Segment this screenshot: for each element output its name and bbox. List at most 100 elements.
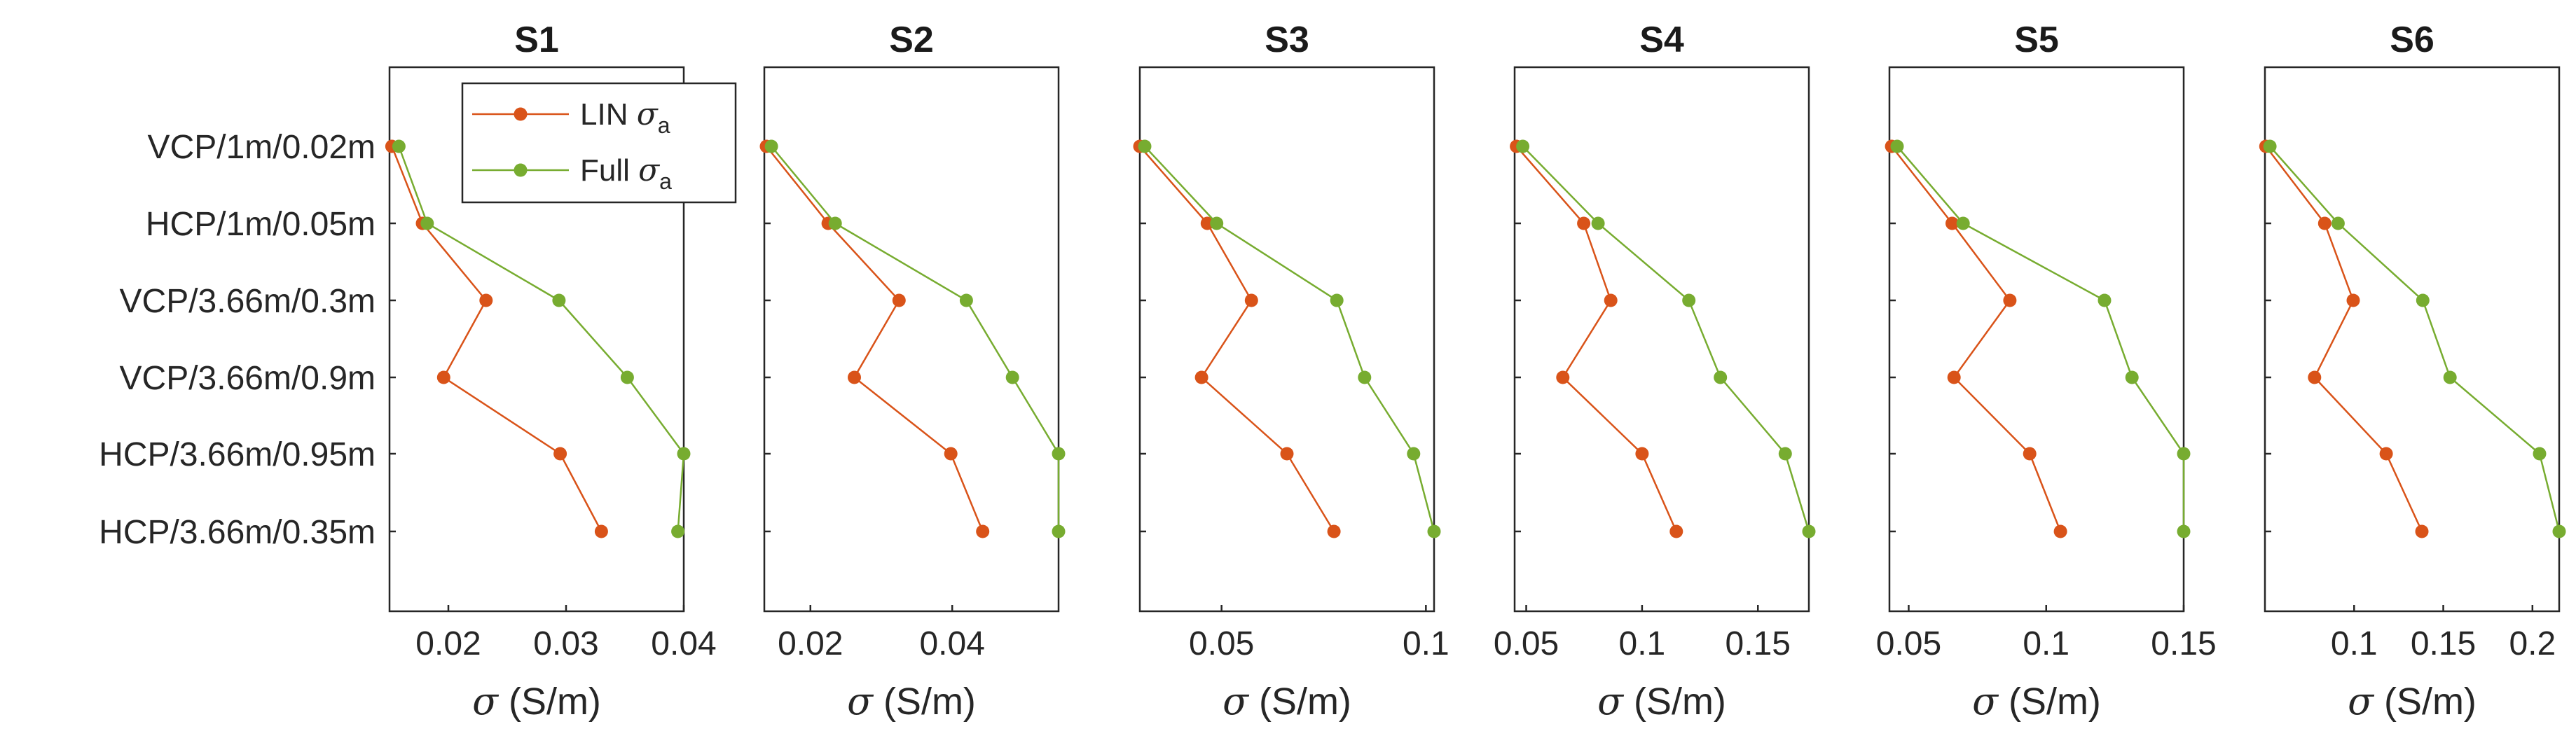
axes-box — [1513, 66, 1810, 613]
data-point-full — [1956, 216, 1970, 230]
x-tick-label: 0.05 — [1876, 625, 1941, 662]
x-tick-label: 0.03 — [533, 625, 598, 662]
y-tick-label-4: HCP/3.66m/0.95m — [99, 436, 376, 473]
x-tick-label: 0.04 — [919, 625, 984, 662]
axes-box — [1888, 66, 2185, 613]
axes-box — [763, 66, 1060, 613]
data-point-full — [1005, 370, 1019, 384]
x-tick-label: 0.05 — [1189, 625, 1254, 662]
data-point-lin — [2379, 447, 2393, 461]
data-point-lin — [2317, 216, 2332, 230]
data-point-full — [2552, 524, 2566, 538]
x-axis-label: σ (S/m) — [1222, 679, 1351, 723]
panel-title: S1 — [514, 20, 559, 60]
data-point-full — [1138, 139, 1152, 153]
data-point-lin — [2346, 293, 2360, 307]
data-point-lin — [1635, 447, 1649, 461]
panel-title: S4 — [1639, 20, 1684, 60]
data-point-full — [2331, 216, 2345, 230]
data-point-full — [2177, 524, 2191, 538]
x-tick-label: 0.2 — [2509, 625, 2556, 662]
data-point-full — [1890, 139, 1904, 153]
x-tick-label: 0.04 — [651, 625, 716, 662]
data-point-full — [677, 447, 691, 461]
data-point-full — [2098, 293, 2112, 307]
x-tick-label: 0.05 — [1494, 625, 1559, 662]
x-tick-label: 0.15 — [2411, 625, 2476, 662]
data-point-full — [1516, 139, 1530, 153]
data-point-lin — [2308, 370, 2322, 384]
y-tick-label-5: HCP/3.66m/0.35m — [99, 514, 376, 551]
series-line-lin — [1139, 146, 1335, 532]
x-tick-label: 0.1 — [1403, 625, 1449, 662]
series-line-full — [1522, 146, 1810, 532]
series-line-lin — [1891, 146, 2062, 532]
data-point-full — [828, 216, 842, 230]
data-point-full — [2263, 139, 2277, 153]
data-point-full — [1682, 293, 1696, 307]
panel-title: S6 — [2390, 20, 2434, 60]
legend-marker-full — [514, 163, 528, 177]
series-line-full — [1144, 146, 1435, 532]
data-point-lin — [553, 447, 567, 461]
data-point-lin — [2415, 524, 2429, 538]
x-tick-label: 0.1 — [1619, 625, 1666, 662]
data-point-full — [1407, 447, 1421, 461]
data-point-full — [1591, 216, 1605, 230]
data-point-full — [420, 216, 434, 230]
x-tick-label: 0.1 — [2023, 625, 2069, 662]
data-point-full — [1330, 293, 1344, 307]
data-point-lin — [1327, 524, 1341, 538]
panel-s2: 0.02 0.04 S2 σ (S/m) — [759, 20, 1066, 723]
series-line-lin — [2265, 146, 2423, 532]
data-point-full — [959, 293, 973, 307]
data-point-lin — [1280, 447, 1294, 461]
panel-s6: 0.1 0.15 0.2 S6 σ (S/m) — [2259, 20, 2566, 723]
x-tick-label: 0.02 — [778, 625, 843, 662]
x-tick-label: 0.02 — [415, 625, 481, 662]
data-point-full — [1427, 524, 1441, 538]
data-point-full — [1210, 216, 1224, 230]
series-line-full — [398, 146, 685, 532]
data-point-full — [1714, 370, 1728, 384]
data-point-full — [764, 139, 778, 153]
x-axis-label: σ (S/m) — [847, 679, 976, 723]
y-tick-label-1: HCP/1m/0.05m — [146, 206, 376, 243]
panel-s4: 0.05 0.1 0.15 S4 σ (S/m) — [1494, 20, 1816, 723]
data-point-full — [552, 293, 566, 307]
series-line-full — [771, 146, 1060, 531]
data-point-lin — [1669, 524, 1683, 538]
data-point-full — [1358, 370, 1372, 384]
data-point-lin — [436, 370, 450, 384]
y-tick-label-2: VCP/3.66m/0.3m — [120, 283, 376, 320]
y-tick-label-0: VCP/1m/0.02m — [148, 129, 376, 166]
legend-marker-lin — [514, 107, 528, 121]
y-tick-label-3: VCP/3.66m/0.9m — [120, 360, 376, 397]
data-point-lin — [594, 524, 608, 538]
panel-title: S2 — [889, 20, 934, 60]
legend-label-lin: LIN σa — [580, 97, 670, 138]
series-line-lin — [766, 146, 984, 532]
series-line-full — [2269, 146, 2561, 532]
data-point-lin — [2023, 447, 2037, 461]
x-tick-label: 0.15 — [1726, 625, 1791, 662]
x-tick-label: 0.1 — [2331, 625, 2378, 662]
data-point-full — [1802, 524, 1816, 538]
data-point-full — [2533, 447, 2547, 461]
panel-s5: 0.05 0.1 0.15 S5 σ (S/m) — [1876, 20, 2217, 723]
data-point-lin — [892, 293, 906, 307]
data-point-full — [1778, 447, 1792, 461]
data-point-lin — [944, 447, 958, 461]
data-point-lin — [1556, 370, 1570, 384]
data-point-lin — [1200, 216, 1214, 230]
series-line-full — [1896, 146, 2185, 531]
data-point-full — [671, 524, 685, 538]
data-point-lin — [2053, 524, 2067, 538]
data-point-full — [2443, 370, 2457, 384]
data-point-lin — [479, 293, 493, 307]
panel-s3: 0.05 0.1 S3 σ (S/m) — [1133, 20, 1449, 723]
x-axis-label: σ (S/m) — [2348, 679, 2477, 723]
data-point-lin — [1244, 293, 1258, 307]
legend: LIN σa Full σa — [461, 82, 737, 204]
